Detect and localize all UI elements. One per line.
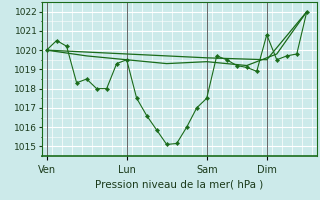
X-axis label: Pression niveau de la mer( hPa ): Pression niveau de la mer( hPa ) [95, 179, 263, 189]
